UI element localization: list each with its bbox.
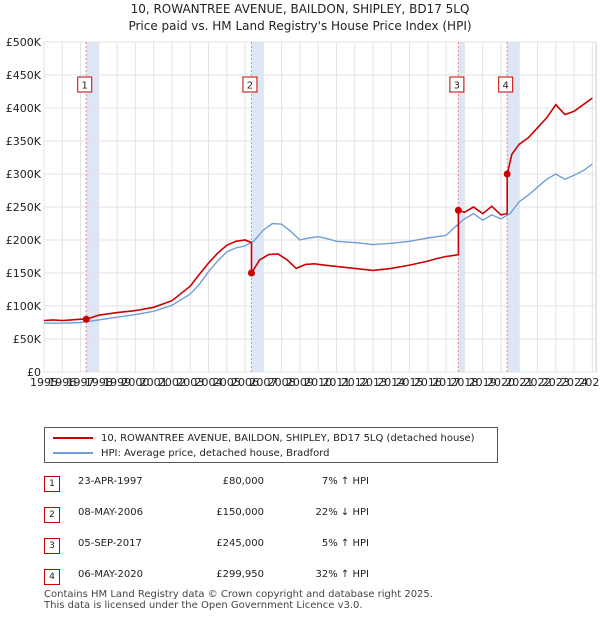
sale-badge: 1 (44, 476, 60, 492)
x-tick-label: 2020 (487, 376, 515, 389)
sale-hpi-diff: 32% ↑ HPI (315, 569, 369, 580)
legend: 10, ROWANTREE AVENUE, BAILDON, SHIPLEY, … (44, 427, 498, 463)
x-tick-label: 2004 (195, 376, 223, 389)
y-tick-label: £100K (6, 300, 42, 313)
x-tick-label: 2007 (249, 376, 277, 389)
legend-swatch-hpi (53, 452, 93, 454)
hpi-series-line (44, 163, 593, 324)
price-series-line (43, 97, 593, 322)
sale-badge: 3 (44, 538, 60, 554)
sale-point (82, 315, 90, 323)
sale-price: £299,950 (216, 569, 264, 580)
y-tick-label: £450K (6, 69, 42, 82)
legend-label-price: 10, ROWANTREE AVENUE, BAILDON, SHIPLEY, … (101, 432, 475, 444)
y-tick-label: £350K (6, 135, 42, 148)
footer-licence: This data is licensed under the Open Gov… (44, 600, 363, 611)
y-tick-label: £500K (6, 36, 42, 49)
sale-marker-box (77, 76, 93, 93)
y-tick-label: £150K (6, 267, 42, 280)
sale-point (454, 206, 462, 214)
x-tick-label: 2015 (396, 376, 424, 389)
sale-price: £150,000 (216, 507, 264, 518)
x-tick-label: 2021 (505, 376, 533, 389)
x-tick-label: 1996 (48, 376, 76, 389)
sale-point (503, 170, 511, 178)
table-row: 4 06-MAY-2020 £299,950 32% ↑ HPI (44, 569, 464, 585)
sale-marker-label: 1 (82, 81, 88, 92)
x-tick-label: 2002 (158, 376, 186, 389)
sale-hpi-diff: 5% ↑ HPI (321, 538, 369, 549)
price-chart: 1 2 3 4 £0 £50K £100K £150K £200K £250K £300K £350… (6, 36, 600, 389)
x-tick-label: 2014 (377, 376, 405, 389)
chart-subtitle: Price paid vs. HM Land Registry's House … (128, 19, 472, 33)
sale-hpi-diff: 7% ↑ HPI (321, 476, 369, 487)
sale-point (247, 269, 255, 277)
table-row: 2 08-MAY-2006 £150,000 22% ↓ HPI (44, 507, 464, 523)
y-tick-label: £400K (6, 102, 42, 115)
sale-marker-label: 4 (502, 81, 508, 92)
x-tick-label: 2009 (286, 376, 314, 389)
sale-marker-box (498, 76, 514, 93)
sale-price: £245,000 (216, 538, 264, 549)
x-tick-label: 2000 (121, 376, 149, 389)
sale-date: 05-SEP-2017 (78, 538, 142, 549)
sale-badge: 2 (44, 507, 60, 523)
sale-badge: 4 (44, 569, 60, 585)
table-row: 1 23-APR-1997 £80,000 7% ↑ HPI (44, 476, 464, 492)
x-tick-label: 2005 (213, 376, 241, 389)
x-tick-label: 2017 (432, 376, 460, 389)
footer: Contains HM Land Registry data © Crown c… (44, 589, 433, 611)
y-tick-label: £0 (27, 366, 41, 379)
sale-date: 08-MAY-2006 (78, 507, 144, 518)
x-tick-label: 2025 (578, 376, 600, 389)
x-tick-label: 2003 (176, 376, 204, 389)
x-tick-label: 2006 (231, 376, 259, 389)
sale-date: 23-APR-1997 (78, 476, 143, 487)
x-tick-label: 2012 (341, 376, 369, 389)
x-tick-label: 2024 (560, 376, 588, 389)
legend-item-price: 10, ROWANTREE AVENUE, BAILDON, SHIPLEY, … (53, 431, 475, 445)
y-tick-label: £300K (6, 168, 42, 181)
legend-item-hpi: HPI: Average price, detached house, Brad… (53, 446, 329, 460)
legend-label-hpi: HPI: Average price, detached house, Brad… (101, 447, 330, 459)
sale-price: £80,000 (222, 476, 264, 487)
table-row: 3 05-SEP-2017 £245,000 5% ↑ HPI (44, 538, 464, 554)
x-tick-label: 2001 (140, 376, 168, 389)
sale-marker-box (242, 76, 258, 93)
y-tick-label: £200K (6, 234, 42, 247)
x-tick-label: 2016 (414, 376, 442, 389)
sale-marker-label: 2 (247, 81, 253, 92)
sale-date: 06-MAY-2020 (78, 569, 144, 580)
x-tick-label: 1998 (85, 376, 113, 389)
x-tick-label: 2013 (359, 376, 387, 389)
x-tick-label: 2011 (322, 376, 350, 389)
x-tick-label: 2022 (524, 376, 552, 389)
x-tick-label: 1997 (67, 376, 95, 389)
chart-title: 10, ROWANTREE AVENUE, BAILDON, SHIPLEY, … (130, 2, 470, 16)
x-tick-label: 2023 (542, 376, 570, 389)
x-tick-label: 1995 (30, 376, 58, 389)
sale-marker-box (449, 76, 465, 93)
sale-marker-label: 3 (454, 81, 460, 92)
y-tick-label: £50K (13, 333, 42, 346)
y-tick-label: £250K (6, 201, 42, 214)
sale-hpi-diff: 22% ↓ HPI (315, 507, 369, 518)
x-tick-label: 2019 (469, 376, 497, 389)
x-tick-label: 2010 (304, 376, 332, 389)
x-tick-label: 2008 (268, 376, 296, 389)
x-tick-label: 2018 (450, 376, 478, 389)
footer-copyright: Contains HM Land Registry data © Crown c… (44, 589, 433, 600)
legend-swatch-price (53, 437, 93, 439)
x-tick-label: 1999 (103, 376, 131, 389)
